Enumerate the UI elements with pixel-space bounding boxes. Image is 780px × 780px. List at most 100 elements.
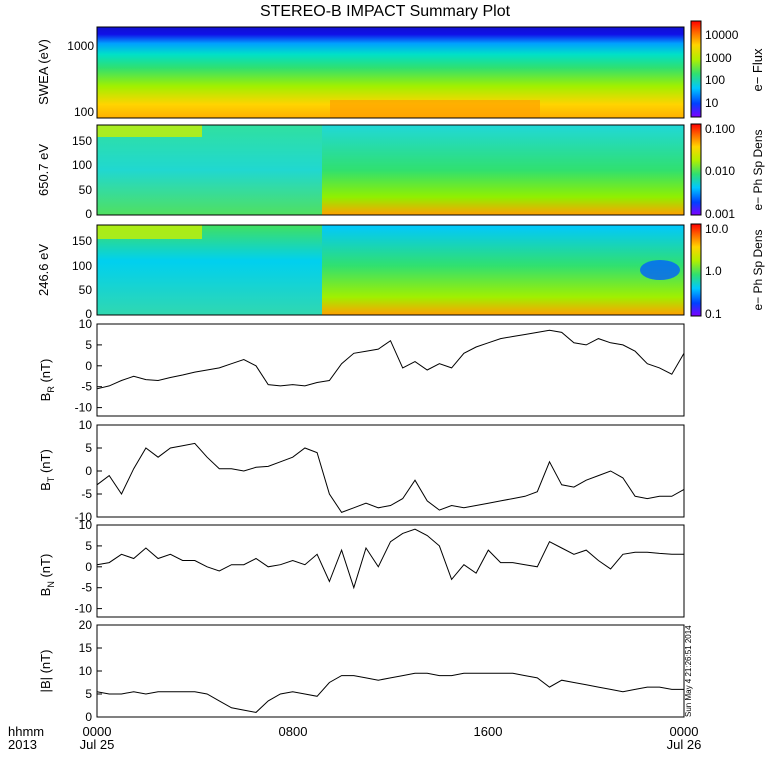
btot-ytick-label: 10 bbox=[79, 664, 93, 678]
x-tick-0800: 0800 bbox=[279, 724, 308, 739]
x-tick-0000-end: 0000 bbox=[670, 724, 699, 739]
time-axis: hhmm 2013 0000 0800 1600 0000 Jul 25 Jul… bbox=[8, 724, 701, 752]
bt-frame bbox=[96, 424, 685, 518]
pad650-ytick-0: 0 bbox=[85, 207, 92, 221]
swea-ytick-1000: 1000 bbox=[67, 39, 94, 53]
bn-ytick-label: -10 bbox=[75, 602, 93, 616]
swea-panel: SWEA (eV) 1000 100 10000 1000 100 10 e− … bbox=[36, 20, 765, 119]
pad246-ylabel: 246.6 eV bbox=[36, 244, 51, 296]
x-tick-1600: 1600 bbox=[474, 724, 503, 739]
pad650-ytick-150: 150 bbox=[72, 134, 92, 148]
pad650-cbar-label: e− Ph Sp Dens bbox=[751, 129, 765, 210]
bn-ytick-label: -5 bbox=[81, 581, 92, 595]
timestamp-label: Sun May 4 21:26:51 2014 bbox=[684, 625, 693, 717]
swea-ytick-100: 100 bbox=[74, 105, 94, 119]
pad246-frame bbox=[96, 224, 685, 316]
bn-series-line bbox=[96, 528, 684, 590]
br-ytick-label: -5 bbox=[81, 380, 92, 394]
pad246-colorbar bbox=[690, 223, 702, 317]
pad246-blob bbox=[640, 260, 680, 280]
bt-ytick-label: -5 bbox=[81, 487, 92, 501]
swea-cbar-tick-100: 100 bbox=[705, 73, 725, 87]
pad650-band-yellow bbox=[97, 125, 202, 137]
pad650-ylabel: 650.7 eV bbox=[36, 144, 51, 196]
pad246-band-yellow bbox=[97, 225, 202, 239]
bt-ylabel-sub: T bbox=[46, 476, 56, 482]
pad246-ytick-150: 150 bbox=[72, 234, 92, 248]
pad246-cbar-tick-1: 1.0 bbox=[705, 264, 722, 278]
pad246-spectrogram-early bbox=[97, 225, 322, 315]
pad246-cbar-tick-01: 0.1 bbox=[705, 307, 722, 321]
pad650-ytick-100: 100 bbox=[72, 158, 92, 172]
bn-yticks: 10 5 0 -5 -10 bbox=[75, 518, 102, 616]
swea-frame bbox=[96, 26, 685, 119]
pad650-cbar-tick-0100: 0.100 bbox=[705, 122, 735, 136]
swea-cbar-tick-10: 10 bbox=[705, 96, 719, 110]
bn-ylabel-main: B bbox=[38, 588, 53, 597]
pad246-ytick-0: 0 bbox=[85, 307, 92, 321]
bt-ylabel: BT (nT) bbox=[38, 449, 56, 491]
footer-year: 2013 bbox=[8, 737, 37, 752]
x-date-end: Jul 26 bbox=[667, 737, 702, 752]
bn-ylabel-unit: (nT) bbox=[38, 554, 53, 581]
bt-ytick-label: 10 bbox=[79, 418, 93, 432]
pad650-cbar-tick-0010: 0.010 bbox=[705, 164, 735, 178]
btot-ytick-label: 15 bbox=[79, 641, 93, 655]
swea-colorbar bbox=[690, 20, 702, 118]
pad246-cbar-tick-10: 10.0 bbox=[705, 222, 729, 236]
btot-ytick-label: 0 bbox=[85, 710, 92, 724]
pad246-ytick-100: 100 bbox=[72, 259, 92, 273]
bt-ylabel-unit: (nT) bbox=[38, 449, 53, 476]
bt-series-line bbox=[96, 442, 685, 514]
br-ytick-label: 5 bbox=[85, 338, 92, 352]
pad246-spectrogram-late bbox=[322, 225, 684, 315]
bn-ytick-label: 10 bbox=[79, 518, 93, 532]
pad246-ytick-50: 50 bbox=[79, 283, 93, 297]
bn-panel: BN (nT) 10 5 0 -5 -10 bbox=[38, 518, 685, 618]
pad650-colorbar bbox=[690, 123, 702, 216]
pad246-panel: 246.6 eV 150 100 50 0 10.0 1.0 0.1 e− Ph… bbox=[36, 222, 765, 321]
swea-ylabel: SWEA (eV) bbox=[36, 39, 51, 105]
bn-ylabel-sub: N bbox=[46, 581, 56, 588]
swea-cbar-tick-10000: 10000 bbox=[705, 28, 739, 42]
btot-series-line bbox=[96, 672, 684, 713]
swea-cbar-tick-1000: 1000 bbox=[705, 51, 732, 65]
bn-ytick-label: 0 bbox=[85, 560, 92, 574]
btot-ytick-label: 20 bbox=[79, 618, 93, 632]
bt-ytick-label: -10 bbox=[75, 510, 93, 524]
btot-frame bbox=[96, 624, 685, 718]
x-tick-0000-start: 0000 bbox=[83, 724, 112, 739]
btot-yticks: 20 15 10 5 0 bbox=[79, 618, 102, 724]
pad650-panel: 650.7 eV 150 100 50 0 0.100 0.010 0.001 … bbox=[36, 122, 765, 221]
footer-hhmm: hhmm bbox=[8, 724, 44, 739]
bn-ytick-label: 5 bbox=[85, 539, 92, 553]
bt-ytick-label: 5 bbox=[85, 441, 92, 455]
br-frame bbox=[96, 323, 685, 417]
br-ytick-label: 0 bbox=[85, 359, 92, 373]
btot-ylabel: |B| (nT) bbox=[38, 650, 53, 693]
br-ylabel-unit: (nT) bbox=[38, 359, 53, 386]
br-yticks: 10 5 0 -5 -10 bbox=[75, 317, 102, 415]
bt-ylabel-main: B bbox=[38, 482, 53, 491]
pad650-ytick-50: 50 bbox=[79, 183, 93, 197]
plot-title: STEREO-B IMPACT Summary Plot bbox=[260, 3, 511, 20]
br-ylabel: BR (nT) bbox=[38, 359, 56, 402]
br-ylabel-sub: R bbox=[46, 386, 56, 393]
pad650-frame bbox=[96, 124, 685, 216]
swea-cbar-label: e− Flux bbox=[750, 48, 765, 91]
br-series-line bbox=[96, 329, 685, 390]
x-date-start: Jul 25 bbox=[80, 737, 115, 752]
bn-ylabel: BN (nT) bbox=[38, 554, 56, 597]
swea-band-orange bbox=[330, 100, 540, 118]
bt-ytick-label: 0 bbox=[85, 464, 92, 478]
bn-frame bbox=[96, 524, 685, 618]
br-ytick-label: 10 bbox=[79, 317, 93, 331]
pad650-spectrogram-late bbox=[322, 125, 684, 215]
pad246-cbar-label: e− Ph Sp Dens bbox=[751, 229, 765, 310]
pad650-spectrogram-early bbox=[97, 125, 322, 215]
br-panel: BR (nT) 10 5 0 -5 -10 bbox=[38, 317, 685, 417]
bt-panel: BT (nT) 10 5 0 -5 -10 bbox=[38, 418, 685, 524]
bt-yticks: 10 5 0 -5 -10 bbox=[75, 418, 102, 524]
pad650-cbar-tick-0001: 0.001 bbox=[705, 207, 735, 221]
